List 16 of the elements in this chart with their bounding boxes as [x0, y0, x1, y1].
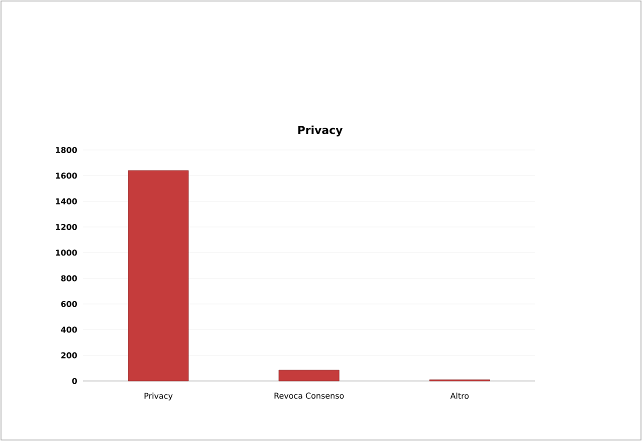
y-tick-label: 1200	[56, 224, 77, 230]
y-tick-label: 0	[72, 378, 77, 384]
bar	[278, 370, 340, 382]
bar	[128, 170, 189, 382]
x-tick-label: Altro	[450, 392, 469, 399]
y-tick-label: 200	[61, 352, 77, 358]
y-tick-label: 800	[61, 275, 77, 282]
y-tick-label: 1000	[56, 250, 77, 256]
chart-title: Privacy	[298, 126, 343, 136]
y-tick-label: 1800	[56, 146, 77, 154]
y-tick-label: 400	[61, 326, 77, 333]
x-tick-label: Revoca Consenso	[274, 392, 344, 399]
y-tick-label: 1400	[56, 198, 77, 204]
x-tick-label: Privacy	[144, 392, 173, 400]
y-tick-label: 1600	[56, 172, 77, 179]
y-tick-label: 600	[61, 300, 77, 308]
